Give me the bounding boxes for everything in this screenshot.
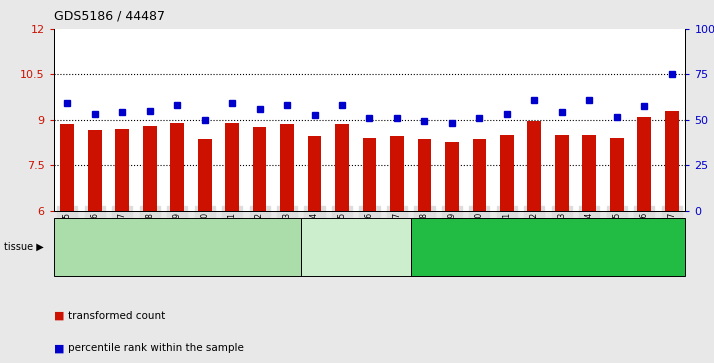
Bar xyxy=(88,130,101,211)
Bar xyxy=(308,136,321,211)
Bar xyxy=(473,139,486,211)
Bar xyxy=(61,125,74,211)
Bar xyxy=(171,123,184,211)
Text: superficial temporal artery: superficial temporal artery xyxy=(483,242,613,252)
Text: transformed count: transformed count xyxy=(68,311,165,321)
Bar xyxy=(335,125,349,211)
Bar xyxy=(500,135,514,211)
Bar xyxy=(555,135,568,211)
Bar xyxy=(363,138,376,211)
Bar xyxy=(583,135,596,211)
Bar xyxy=(528,121,541,211)
Bar xyxy=(198,139,211,211)
Bar xyxy=(280,125,294,211)
Text: GDS5186 / 44487: GDS5186 / 44487 xyxy=(54,9,164,22)
Text: percentile rank within the sample: percentile rank within the sample xyxy=(68,343,243,354)
Bar xyxy=(418,139,431,211)
Text: unruptured intracranial
aneurysm: unruptured intracranial aneurysm xyxy=(298,236,413,258)
Bar xyxy=(610,138,623,211)
Bar xyxy=(225,123,239,211)
Text: ■: ■ xyxy=(54,311,68,321)
Bar xyxy=(253,127,266,211)
Text: ruptured intracranial aneurysm: ruptured intracranial aneurysm xyxy=(101,242,254,252)
Bar xyxy=(665,111,678,211)
Bar xyxy=(390,136,404,211)
Text: ■: ■ xyxy=(54,343,68,354)
Bar xyxy=(143,126,156,211)
Bar xyxy=(638,117,651,211)
Bar xyxy=(445,143,459,211)
Bar xyxy=(116,129,129,211)
Text: tissue ▶: tissue ▶ xyxy=(4,242,44,252)
